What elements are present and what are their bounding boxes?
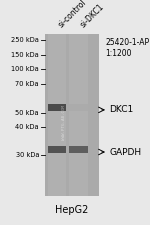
Text: HepG2: HepG2 <box>55 205 89 215</box>
Bar <box>48 34 66 196</box>
Bar <box>69 34 88 196</box>
Text: 250 kDa: 250 kDa <box>11 37 39 43</box>
Bar <box>48 104 66 111</box>
Bar <box>69 104 88 111</box>
Text: DKC1: DKC1 <box>110 105 134 114</box>
Text: WWW.PTG-AB.COM: WWW.PTG-AB.COM <box>62 105 66 140</box>
Bar <box>45 34 99 196</box>
Text: si-control: si-control <box>57 0 88 29</box>
Text: 30 kDa: 30 kDa <box>15 152 39 158</box>
Text: GAPDH: GAPDH <box>110 148 142 157</box>
Text: 150 kDa: 150 kDa <box>11 52 39 58</box>
Text: 25420-1-AP
1:1200: 25420-1-AP 1:1200 <box>105 38 149 58</box>
Bar <box>69 146 88 153</box>
Text: 50 kDa: 50 kDa <box>15 110 39 116</box>
Bar <box>48 146 66 153</box>
Text: si-DKC1: si-DKC1 <box>78 2 106 29</box>
Text: 70 kDa: 70 kDa <box>15 81 39 87</box>
Text: 40 kDa: 40 kDa <box>15 124 39 130</box>
Text: 100 kDa: 100 kDa <box>11 66 39 72</box>
